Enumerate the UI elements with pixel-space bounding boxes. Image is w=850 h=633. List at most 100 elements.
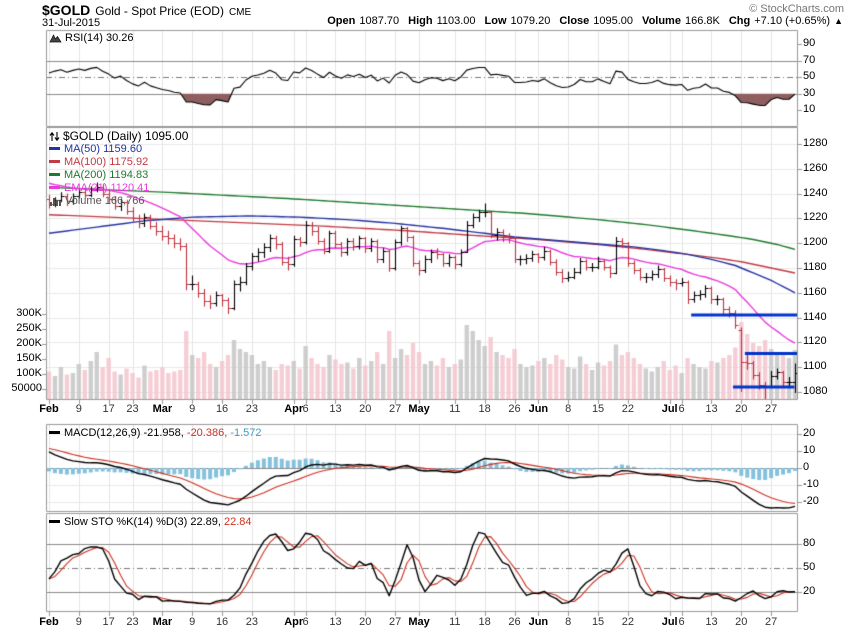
x-axis-label: 9 bbox=[75, 403, 82, 415]
volume-label: Volume 166,766 bbox=[65, 195, 145, 207]
quote-field-label: Open bbox=[327, 15, 356, 27]
macd-axis-label: 0 bbox=[803, 461, 810, 473]
x-axis-label: 20 bbox=[359, 616, 372, 628]
sto-axis-label: 50 bbox=[803, 561, 816, 573]
x-axis-label: 23 bbox=[245, 616, 259, 628]
volume-legend-row: Volume 166,766 bbox=[49, 195, 188, 208]
x-axis-label: 6 bbox=[678, 403, 685, 415]
x-axis-label: 27 bbox=[765, 403, 778, 415]
quote-field-label: High bbox=[408, 15, 433, 27]
volume-bars-icon bbox=[50, 198, 61, 207]
x-axis-label: 23 bbox=[126, 403, 139, 415]
rsi-axis-label: 10 bbox=[803, 103, 816, 116]
macd-legend: MACD(12,26,9) -21.958, -20.386, -1.572 bbox=[49, 427, 262, 439]
x-axis-label: 26 bbox=[508, 403, 521, 415]
x-axis-label: 22 bbox=[621, 403, 635, 415]
volume-axis-label: 200K bbox=[16, 337, 42, 349]
indicator-label-part: 22.84 bbox=[220, 516, 252, 528]
overlay-legend-rows: MA(50) 1159.60 MA(100) 1175.92 MA(200) 119… bbox=[49, 143, 188, 195]
x-axis-label: 6 bbox=[678, 616, 685, 628]
macd-axis-label: 20 bbox=[803, 427, 816, 439]
x-axis-label: 13 bbox=[329, 403, 342, 415]
overlay-legend-row: MA(100) 1175.92 bbox=[49, 156, 188, 169]
quote-field-value: 1087.70 bbox=[359, 15, 400, 27]
quote-field-value: 1095.00 bbox=[593, 15, 634, 27]
line-swatch-icon bbox=[49, 172, 60, 176]
sto-axis-label: 20 bbox=[803, 585, 816, 597]
volume-axis-label: 300K bbox=[16, 307, 42, 319]
price-axis-label: 1160 bbox=[803, 285, 827, 298]
x-axis-label: Jul bbox=[661, 616, 678, 628]
x-axis-label: 16 bbox=[215, 403, 229, 415]
price-axis-label: 1120 bbox=[803, 335, 827, 348]
macd-axis-label: -10 bbox=[803, 478, 819, 490]
x-axis-label: Feb bbox=[39, 403, 59, 415]
indicator-label-part: -1.572 bbox=[227, 427, 262, 439]
price-legend: $GOLD (Daily) 1095.00 MA(50) 1159.60 MA(1… bbox=[49, 130, 188, 208]
x-axis-label: 11 bbox=[449, 616, 461, 628]
x-axis-label: Jun bbox=[528, 616, 549, 628]
x-axis-label: 13 bbox=[705, 403, 718, 415]
x-axis-label: 18 bbox=[478, 616, 491, 628]
volume-axis-label: 50000 bbox=[11, 382, 42, 394]
price-axis-label: 1260 bbox=[803, 161, 828, 174]
rsi-axis-label: 90 bbox=[803, 37, 816, 49]
x-axis-label: 27 bbox=[389, 616, 402, 628]
sto-axis-label: 80 bbox=[803, 537, 816, 549]
sto-legend: Slow STO %K(14) %D(3) 22.89, 22.84 bbox=[49, 516, 252, 528]
x-axis-label: 17 bbox=[102, 616, 115, 628]
indicator-label-part: Slow STO %K(14) %D(3) 22.89, bbox=[64, 516, 221, 528]
volume-axis-label: 150K bbox=[16, 352, 42, 364]
mountain-icon bbox=[49, 34, 62, 43]
x-axis-label: 27 bbox=[389, 403, 402, 415]
line-swatch-icon bbox=[49, 185, 60, 189]
overlay-label: EMA(21) 1120.41 bbox=[64, 182, 150, 194]
x-axis-label: 23 bbox=[245, 403, 259, 415]
x-axis-label: 13 bbox=[329, 616, 342, 628]
rsi-label: RSI(14) 30.26 bbox=[65, 32, 134, 44]
quote-field-label: Low bbox=[484, 15, 507, 27]
x-axis-label: 9 bbox=[189, 616, 196, 628]
price-axis-label: 1140 bbox=[803, 310, 827, 323]
copyright: © StockCharts.com bbox=[749, 3, 844, 15]
x-axis-label: 26 bbox=[508, 616, 521, 628]
x-axis-label: Apr bbox=[284, 616, 304, 628]
x-axis-label: 27 bbox=[765, 616, 778, 628]
volume-axis-label: 100K bbox=[16, 367, 42, 379]
x-axis-label: 20 bbox=[735, 616, 748, 628]
header: $GOLD Gold - Spot Price (EOD) CME bbox=[42, 2, 251, 20]
chart-date: 31-Jul-2015 bbox=[42, 17, 101, 29]
x-axis-label: Apr bbox=[284, 403, 304, 415]
x-axis-label: 22 bbox=[621, 616, 635, 628]
price-axis-label: 1180 bbox=[803, 261, 827, 273]
x-axis-label: 15 bbox=[591, 616, 605, 628]
indicator-label-part: -20.386, bbox=[183, 427, 228, 439]
macd-axis-label: -20 bbox=[803, 495, 819, 507]
price-axis-label: 1080 bbox=[803, 385, 828, 397]
instrument-name: Gold - Spot Price (EOD) bbox=[95, 4, 224, 18]
price-axis-label: 1240 bbox=[803, 186, 828, 199]
rsi-axis-label: 30 bbox=[803, 86, 816, 99]
quote-field-label: Chg bbox=[728, 15, 751, 27]
quote-field-value: 166.8K bbox=[684, 15, 720, 27]
line-swatch-icon bbox=[49, 159, 60, 163]
exchange-label: CME bbox=[228, 7, 252, 18]
x-axis-label: 17 bbox=[102, 403, 115, 415]
x-axis-label: Feb bbox=[39, 616, 59, 628]
x-axis-label: 9 bbox=[189, 403, 196, 415]
x-axis-label: 13 bbox=[705, 616, 718, 628]
x-axis-label: 20 bbox=[735, 403, 748, 415]
x-axis-label: 11 bbox=[449, 403, 461, 415]
x-axis-label: 23 bbox=[126, 616, 139, 628]
rsi-legend: RSI(14) 30.26 bbox=[49, 32, 133, 44]
rsi-axis-label: 70 bbox=[803, 53, 816, 66]
quote-field-value: 1079.20 bbox=[510, 15, 551, 27]
line-swatch-icon bbox=[49, 146, 60, 150]
line-swatch-icon bbox=[49, 519, 60, 523]
rsi-axis-label: 50 bbox=[803, 70, 816, 83]
indicator-label-part: MACD(12,26,9) -21.958, bbox=[64, 427, 184, 439]
ticker-symbol: $GOLD bbox=[42, 2, 91, 18]
legend-title-row: $GOLD (Daily) 1095.00 bbox=[49, 130, 188, 143]
